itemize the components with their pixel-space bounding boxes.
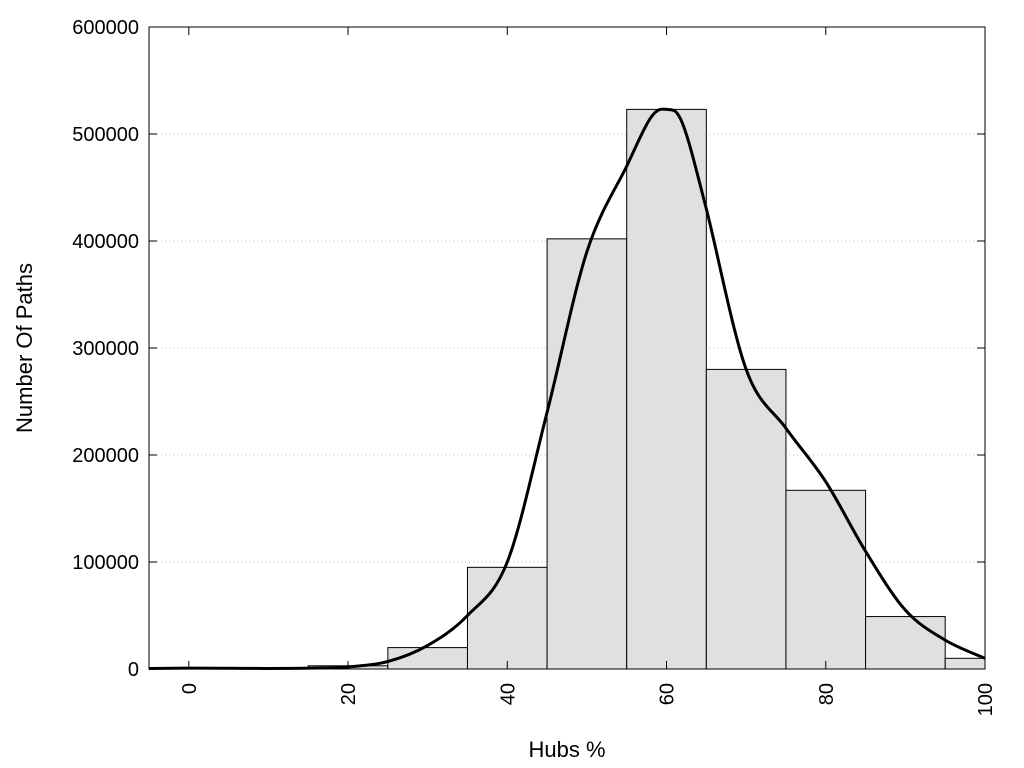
x-axis-ticks: 0 20 40 60 80 100 [179, 27, 997, 716]
histogram-bars [148, 108, 986, 670]
y-axis-ticks: 0 100000 200000 300000 400000 500000 600000 [72, 17, 985, 681]
y-tick-label: 400000 [72, 231, 139, 253]
y-tick-label: 200000 [72, 445, 139, 467]
y-tick-label: 0 [128, 659, 139, 681]
histogram-bar [466, 566, 548, 670]
x-tick-label: 20 [338, 683, 360, 705]
y-tick-label: 500000 [72, 124, 139, 146]
y-tick-label: 300000 [72, 338, 139, 360]
density-curve-line [148, 107, 986, 670]
x-axis-title: Hubs % [528, 737, 605, 762]
histogram-bar [546, 238, 628, 670]
histogram-bar [944, 657, 986, 670]
x-tick-label: 40 [497, 683, 519, 705]
y-tick-label: 600000 [72, 17, 139, 39]
x-tick-label: 60 [657, 683, 679, 705]
x-tick-label: 80 [816, 683, 838, 705]
histogram-bar [865, 616, 946, 670]
x-tick-label: 0 [179, 683, 201, 694]
density-curve [148, 107, 986, 670]
y-axis-title: Number Of Paths [12, 263, 37, 433]
x-tick-label: 100 [975, 683, 997, 716]
y-tick-label: 100000 [72, 552, 139, 574]
histogram-bar [626, 108, 707, 670]
histogram-bar [785, 489, 867, 670]
